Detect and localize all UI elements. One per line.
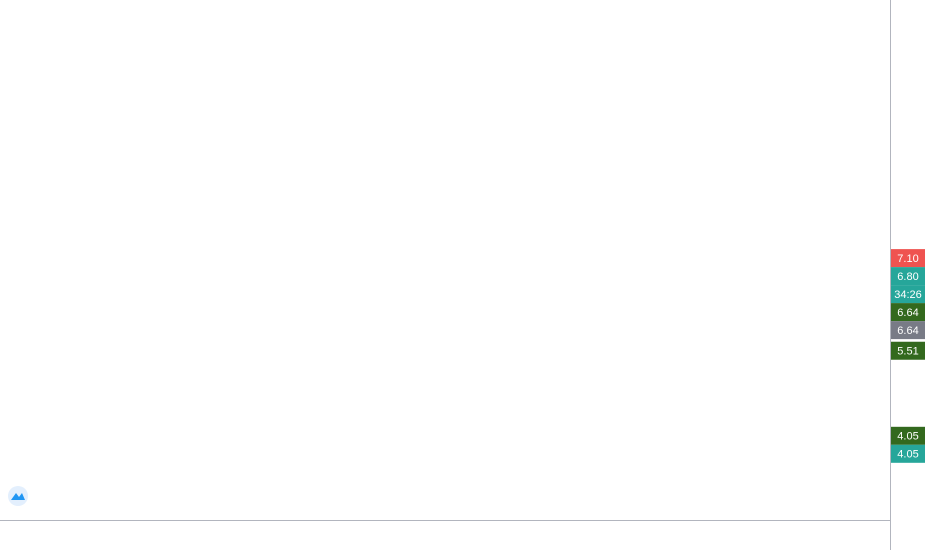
price-label: 4.05 (891, 444, 925, 463)
price-label-text: 34:26 (894, 289, 922, 301)
logo[interactable] (8, 486, 28, 506)
price-label: 6.64 (891, 321, 925, 340)
price-label: 7.10 (891, 249, 925, 268)
price-label-box (891, 249, 925, 268)
price-label: 4.05 (891, 426, 925, 445)
price-label-text: 6.80 (897, 271, 918, 283)
price-label: 5.51 (891, 341, 925, 360)
price-label-box (891, 341, 925, 360)
price-label-text: 6.64 (897, 307, 918, 319)
price-label: 34:26 (891, 285, 925, 304)
price-label: 6.80 (891, 267, 925, 286)
logo-mark (11, 493, 25, 500)
price-label-text: 4.05 (897, 431, 918, 443)
price-label-box (891, 285, 925, 304)
price-label-box (891, 267, 925, 286)
price-label-box (891, 444, 925, 463)
price-label-text: 5.51 (897, 346, 918, 358)
price-label-box (891, 303, 925, 322)
price-label: 6.64 (891, 303, 925, 322)
price-label-box (891, 321, 925, 340)
price-label-text: 6.64 (897, 325, 918, 337)
price-label-box (891, 426, 925, 445)
axes: 7.10 6.80 34:26 6.64 6.64 5.51 4.05 4.05 (891, 249, 925, 463)
price-label-text: 4.05 (897, 449, 918, 461)
price-label-text: 7.10 (897, 253, 918, 265)
